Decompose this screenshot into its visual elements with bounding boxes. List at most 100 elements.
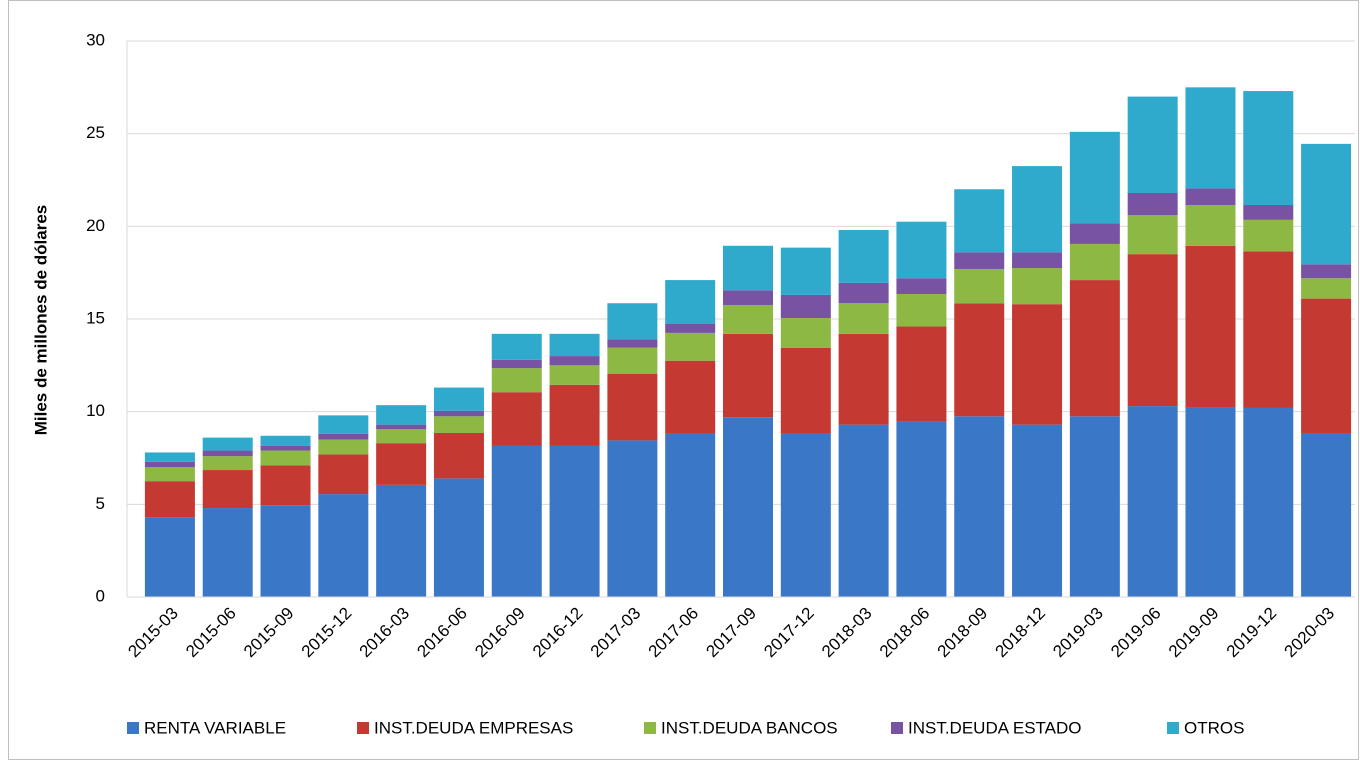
bar-segment xyxy=(1069,131,1120,224)
x-tick-label: 2019-12 xyxy=(1223,604,1281,662)
bar-segment xyxy=(896,421,947,597)
bar-segment xyxy=(144,452,195,462)
legend-swatch xyxy=(127,722,139,734)
legend-label: INST.DEUDA BANCOS xyxy=(661,718,838,737)
bar-segment xyxy=(838,424,889,597)
x-tick-label: 2017-03 xyxy=(587,604,645,662)
bar-segment xyxy=(1127,254,1178,407)
x-tick-label: 2015-03 xyxy=(124,604,182,662)
bar-segment xyxy=(665,332,716,361)
y-tick-label: 5 xyxy=(96,494,105,513)
bar-segment xyxy=(1012,304,1063,425)
bar-segment xyxy=(665,280,716,324)
bar-segment xyxy=(318,439,369,455)
x-tick-label: 2019-03 xyxy=(1049,604,1107,662)
bar-segment xyxy=(896,221,947,279)
bar-segment xyxy=(144,467,195,482)
bar-segment xyxy=(1301,264,1352,279)
bar-segment xyxy=(376,405,427,425)
bar-segment xyxy=(549,365,600,385)
bar-segment xyxy=(665,323,716,333)
bar-segment xyxy=(1127,406,1178,597)
bar-segment xyxy=(780,294,831,319)
bar-segment xyxy=(723,417,773,597)
bar-segment xyxy=(260,505,311,597)
legend-swatch xyxy=(644,722,656,734)
x-tick-label: 2018-12 xyxy=(991,604,1049,662)
legend-swatch xyxy=(891,722,903,734)
bar-segment xyxy=(491,359,542,369)
y-tick-label: 10 xyxy=(86,401,105,420)
x-tick-label: 2017-06 xyxy=(645,604,703,662)
x-tick-label: 2017-09 xyxy=(702,604,760,662)
x-tick-label: 2015-09 xyxy=(240,604,298,662)
y-tick-label: 15 xyxy=(86,308,105,327)
bar-segment xyxy=(144,461,195,468)
bar-segment xyxy=(723,245,773,291)
x-tick-label: 2019-06 xyxy=(1107,604,1165,662)
x-tick-label: 2015-06 xyxy=(182,604,240,662)
bar-segment xyxy=(1243,219,1294,252)
y-tick-label: 25 xyxy=(86,123,105,142)
bar-segment xyxy=(260,445,311,451)
bar-segment xyxy=(1012,424,1063,597)
legend-label: RENTA VARIABLE xyxy=(144,718,286,737)
bar-segment xyxy=(1243,205,1294,220)
bar-segment xyxy=(433,432,484,479)
legend-swatch xyxy=(1167,722,1179,734)
bar-segment xyxy=(1069,416,1120,597)
bar-segment xyxy=(1301,143,1352,265)
x-tick-label: 2017-12 xyxy=(760,604,818,662)
x-tick-label: 2018-03 xyxy=(818,604,876,662)
x-tick-label: 2020-03 xyxy=(1281,604,1339,662)
bar-segment xyxy=(1185,87,1236,189)
bar-segment xyxy=(1301,298,1352,433)
bar-segment xyxy=(896,293,947,327)
bar-segment xyxy=(549,356,600,366)
y-tick-label: 30 xyxy=(86,30,105,49)
bar-segment xyxy=(1243,251,1294,408)
legend-label: OTROS xyxy=(1184,718,1244,737)
bar-segment xyxy=(723,333,773,418)
bar-segment xyxy=(491,392,542,446)
bar-segment xyxy=(1127,96,1178,193)
bar-segment xyxy=(549,333,600,357)
x-tick-label: 2018-06 xyxy=(876,604,934,662)
bar-segment xyxy=(144,481,195,518)
bar-segment xyxy=(780,247,831,295)
bar-segment xyxy=(202,470,253,509)
bar-segment xyxy=(549,384,600,446)
bar-segment xyxy=(1012,268,1063,305)
bar-segment xyxy=(896,278,947,294)
bar-segment xyxy=(1185,188,1236,206)
bar-segment xyxy=(1243,407,1294,597)
x-tick-label: 2016-09 xyxy=(471,604,529,662)
bar-segment xyxy=(1127,192,1178,216)
bar-segment xyxy=(1127,215,1178,255)
bar-segment xyxy=(202,456,253,471)
bar-segment xyxy=(665,360,716,434)
bar-segment xyxy=(838,230,889,283)
bar-segment xyxy=(1069,243,1120,281)
bar-segment xyxy=(491,333,542,360)
legend-label: INST.DEUDA EMPRESAS xyxy=(374,718,573,737)
bar-segment xyxy=(607,303,658,340)
chart-border xyxy=(8,0,1359,760)
bar-segment xyxy=(376,443,427,485)
bar-segment xyxy=(433,410,484,417)
bar-segment xyxy=(780,347,831,434)
bar-segment xyxy=(1185,205,1236,246)
bar-segment xyxy=(318,415,369,434)
bar-segment xyxy=(954,303,1005,417)
bar-segment xyxy=(318,454,369,495)
bar-segment xyxy=(954,268,1005,304)
bar-segment xyxy=(1069,223,1120,244)
bar-segment xyxy=(260,450,311,466)
bar-segment xyxy=(607,339,658,348)
bar-segment xyxy=(780,433,831,597)
bar-segment xyxy=(202,437,253,451)
bar-segment xyxy=(202,450,253,457)
bar-segment xyxy=(1243,91,1294,206)
bar-segment xyxy=(954,252,1005,269)
legend-swatch xyxy=(357,722,369,734)
